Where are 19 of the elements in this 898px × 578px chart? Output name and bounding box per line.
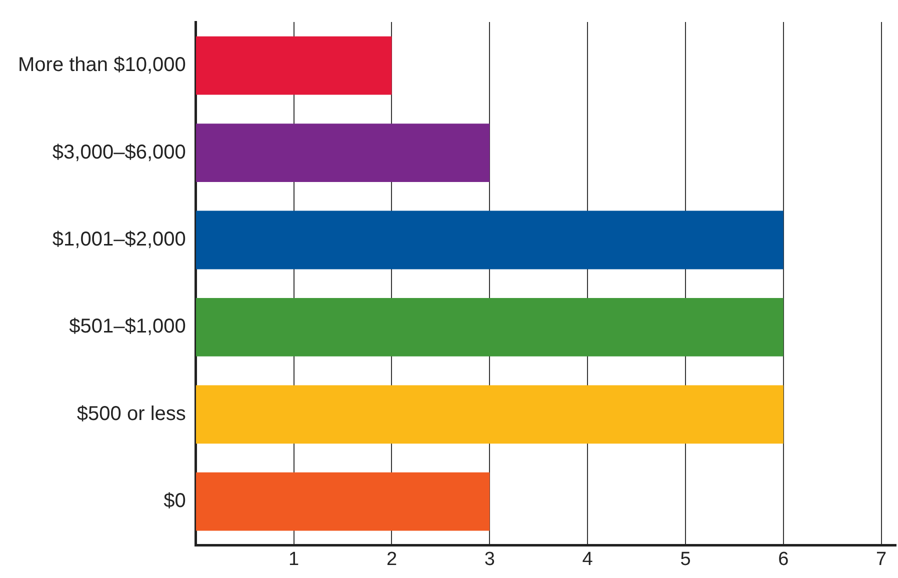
x-tick-label: 5	[680, 548, 691, 570]
y-tick-label: $501–$1,000	[69, 316, 186, 338]
bar	[196, 298, 784, 356]
y-tick-label: $500 or less	[76, 402, 186, 425]
x-tick-label: 7	[876, 548, 887, 570]
bar	[196, 36, 392, 95]
x-tick-label: 4	[582, 548, 594, 570]
bar	[196, 472, 490, 531]
x-tick-label: 2	[386, 548, 398, 570]
bar	[196, 385, 784, 444]
x-tick-label: 3	[484, 548, 495, 570]
y-tick-label: $0	[164, 490, 186, 512]
x-tick-label: 1	[288, 548, 300, 570]
x-tick-label: 6	[778, 548, 789, 570]
y-tick-label: $1,001–$2,000	[52, 228, 186, 251]
y-tick-label: $3,000–$6,000	[52, 141, 186, 164]
y-tick-label: More than $10,000	[18, 54, 186, 76]
bar	[196, 210, 784, 270]
bar	[196, 124, 490, 182]
